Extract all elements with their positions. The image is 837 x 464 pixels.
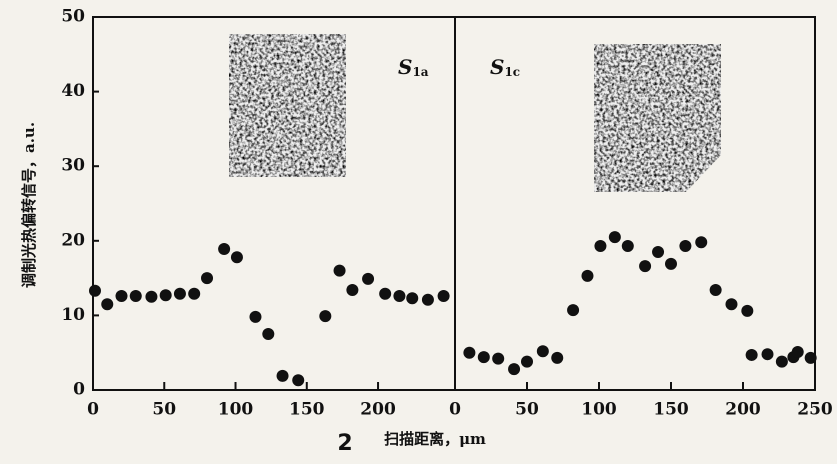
data-point xyxy=(679,240,692,253)
x-tick-label: 200 xyxy=(360,400,396,420)
data-point xyxy=(775,355,788,368)
annotation: 2 xyxy=(337,431,352,456)
x-tick-label: 150 xyxy=(289,400,325,420)
data-point xyxy=(218,243,231,256)
x-tick-label: 0 xyxy=(87,400,99,420)
data-point xyxy=(492,352,505,365)
data-point xyxy=(145,290,158,303)
data-point xyxy=(249,310,262,323)
data-point xyxy=(230,251,243,264)
data-point xyxy=(463,346,476,359)
data-point xyxy=(621,240,634,253)
data-point xyxy=(581,269,594,282)
data-point xyxy=(346,284,359,297)
data-point xyxy=(437,290,450,303)
x-tick-label: 150 xyxy=(653,400,689,420)
data-point xyxy=(741,304,754,317)
data-point xyxy=(262,328,275,341)
data-point xyxy=(333,264,346,277)
data-point xyxy=(567,304,580,317)
panel-label-main: S xyxy=(398,55,412,79)
data-point xyxy=(639,260,652,273)
data-point xyxy=(551,351,564,364)
x-tick-label: 0 xyxy=(449,400,461,420)
data-point xyxy=(536,345,549,358)
data-point xyxy=(101,298,114,311)
data-point xyxy=(393,290,406,303)
data-point xyxy=(292,374,305,387)
data-point xyxy=(188,287,201,300)
data-point xyxy=(521,355,533,368)
data-point xyxy=(201,272,214,285)
data-point xyxy=(421,293,434,306)
panel-label-sub: 1c xyxy=(504,65,520,79)
y-tick-label: 30 xyxy=(61,156,85,176)
x-tick-label: 250 xyxy=(797,400,833,420)
data-point xyxy=(88,284,101,297)
x-tick-label: 100 xyxy=(581,400,617,420)
data-point xyxy=(379,287,392,300)
data-point xyxy=(276,369,289,382)
x-axis-label: 扫描距离，μm xyxy=(384,430,486,448)
data-point xyxy=(159,289,172,302)
data-point xyxy=(406,292,419,305)
x-tick-label: 50 xyxy=(152,400,176,420)
panel-label-main: S xyxy=(490,55,504,79)
inset-image-left xyxy=(229,34,346,177)
panel-label-sub: 1a xyxy=(412,65,428,79)
data-point xyxy=(791,345,804,358)
x-tick-label: 200 xyxy=(725,400,761,420)
y-axis-label: 调制光热偏转信号，a.u. xyxy=(20,122,38,288)
y-tick-label: 0 xyxy=(73,380,85,400)
data-point xyxy=(725,298,738,311)
x-tick-label: 100 xyxy=(218,400,254,420)
data-point xyxy=(804,351,817,364)
data-point xyxy=(665,257,677,270)
data-point xyxy=(115,290,128,303)
data-point xyxy=(129,290,142,303)
data-point xyxy=(594,240,607,253)
data-point xyxy=(477,351,490,364)
data-point xyxy=(709,284,722,297)
y-tick-label: 20 xyxy=(61,230,85,250)
y-tick-label: 50 xyxy=(61,7,85,27)
data-point xyxy=(319,310,332,323)
data-point xyxy=(761,348,774,361)
plot-frame xyxy=(454,16,816,391)
data-point xyxy=(508,363,521,376)
data-point xyxy=(608,231,621,244)
data-point xyxy=(652,245,665,258)
y-tick-label: 40 xyxy=(61,81,85,101)
data-point xyxy=(745,348,758,361)
panel-label: S1c xyxy=(490,55,520,79)
x-tick-label: 50 xyxy=(515,400,539,420)
data-point xyxy=(173,287,186,300)
panel-label: S1a xyxy=(398,55,429,79)
data-point xyxy=(362,272,375,285)
inset-image-right xyxy=(594,44,721,192)
y-tick-label: 10 xyxy=(61,305,85,325)
data-point xyxy=(695,236,708,249)
